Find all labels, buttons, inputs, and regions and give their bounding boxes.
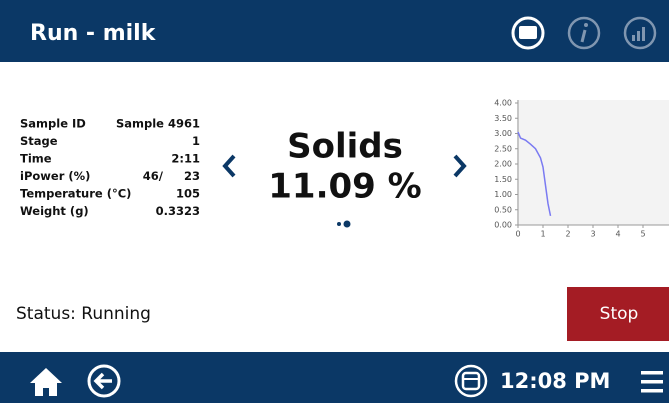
- sample-info: Sample ID Sample 4961 Stage 1 Time 2:11 iPower…: [20, 117, 200, 219]
- menu-line: [641, 371, 663, 375]
- info-button[interactable]: [567, 16, 601, 50]
- home-button[interactable]: [30, 368, 62, 396]
- x-tick-label: 5: [640, 230, 645, 239]
- menu-line: [641, 389, 663, 393]
- icon-ring: [87, 364, 121, 398]
- icon-bar: [632, 35, 635, 41]
- icon-ring: [511, 16, 545, 50]
- result-value: 11.09 %: [268, 167, 421, 207]
- y-tick-label: 3.50: [494, 114, 512, 123]
- x-tick-label: 0: [515, 230, 520, 239]
- page-dot: [337, 222, 341, 226]
- icon-ring: [567, 16, 601, 50]
- icon-bar: [637, 31, 640, 41]
- info-label: Time: [20, 152, 52, 166]
- clock: 12:08 PM: [500, 369, 610, 393]
- y-tick-label: 0.00: [494, 221, 512, 230]
- info-value: 2:11: [171, 152, 200, 166]
- x-tick-label: 3: [590, 230, 595, 239]
- info-label: Weight (g): [20, 204, 89, 218]
- icon-bar: [642, 27, 645, 41]
- info-label: Sample ID: [20, 117, 86, 131]
- x-tick-label: 4: [615, 230, 620, 239]
- page-title: Run - milk: [30, 21, 157, 46]
- result-name: Solids: [287, 127, 403, 167]
- icon-arrow: [93, 372, 112, 390]
- y-tick-label: 2.00: [494, 160, 512, 169]
- next-arrow[interactable]: [453, 154, 467, 178]
- info-value: Sample 4961: [116, 117, 200, 131]
- plot-area: [517, 100, 669, 225]
- stop-bg: [567, 287, 669, 341]
- icon-ring: [623, 16, 657, 50]
- page-dot-active: [343, 220, 351, 228]
- info-value: 0.3323: [156, 204, 200, 218]
- info-value: 1: [192, 134, 200, 148]
- y-tick-label: 3.00: [494, 129, 512, 138]
- header-bar: [0, 0, 669, 62]
- info-value: 23: [184, 169, 200, 183]
- icon-dot: [584, 23, 588, 27]
- device-button[interactable]: [454, 364, 488, 398]
- menu-button[interactable]: [641, 371, 663, 393]
- y-tick-label: 2.50: [494, 144, 512, 153]
- signal-button[interactable]: [623, 16, 657, 50]
- info-label: Stage: [20, 134, 58, 148]
- status-text: Status: Running: [16, 304, 151, 324]
- data-line: [517, 131, 552, 217]
- x-tick-label: 2: [565, 230, 570, 239]
- stop-label: Stop: [600, 304, 639, 324]
- prev-arrow[interactable]: [222, 154, 236, 178]
- display-button[interactable]: [511, 16, 545, 50]
- icon-stem: [580, 29, 587, 43]
- info-value: 46/: [143, 169, 164, 183]
- y-tick-label: 1.50: [494, 175, 512, 184]
- info-label: Temperature (°C): [20, 187, 131, 201]
- chart: 0.00 0.50 1.00 1.50 2.00 2.50 3.00 3.50 4.00 0 1 2 3…: [494, 99, 669, 239]
- info-value: 105: [176, 187, 200, 201]
- y-tick-label: 1.00: [494, 190, 512, 199]
- y-tick-label: 0.50: [494, 205, 512, 214]
- back-button[interactable]: [87, 364, 121, 398]
- icon-ring: [454, 364, 488, 398]
- y-tick-label: 4.00: [494, 99, 512, 108]
- icon-device: [461, 371, 481, 391]
- stop-button[interactable]: Stop: [567, 287, 669, 341]
- icon-screen: [519, 26, 537, 39]
- info-label: iPower (%): [20, 169, 90, 183]
- x-tick-label: 1: [540, 230, 545, 239]
- menu-line: [641, 380, 663, 384]
